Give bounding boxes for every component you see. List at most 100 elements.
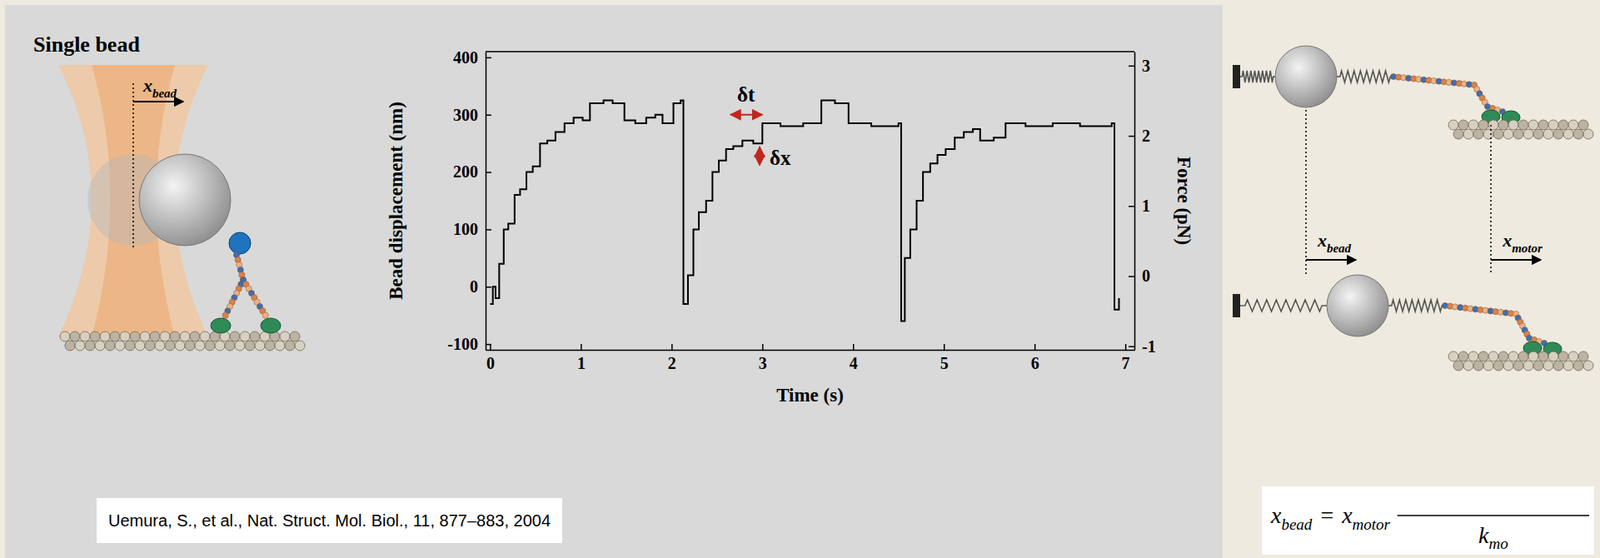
tick-mark (1128, 135, 1135, 138)
reference-line (1305, 109, 1307, 275)
tubulin (284, 340, 295, 351)
annotation: δx (759, 146, 792, 170)
annotation: δt (730, 83, 763, 115)
label-sub: bead (152, 86, 178, 100)
tubulin (1508, 119, 1519, 130)
spring (1240, 70, 1276, 83)
tick-mark (852, 343, 855, 350)
equation-subscript: motor (1352, 515, 1391, 534)
tubulin (234, 340, 245, 351)
displacement-arrow (1305, 259, 1356, 261)
tubulin (1563, 360, 1574, 371)
tubulin (264, 340, 275, 351)
label-sub: motor (1511, 241, 1543, 255)
tick: 1 (1128, 196, 1151, 215)
tubulin (1538, 351, 1549, 362)
tubulin (1458, 119, 1469, 130)
tubulin (99, 331, 110, 342)
tubulin (114, 340, 125, 351)
tick-label: 3 (758, 353, 768, 373)
tubulin (1578, 119, 1589, 130)
tubulin (239, 331, 250, 342)
tick-label: 1 (1141, 196, 1151, 215)
tubulin (224, 340, 235, 351)
tubulin (1513, 129, 1524, 140)
tick-label: 1 (577, 353, 586, 373)
tubulin (1503, 129, 1514, 140)
tick: 1 (577, 343, 586, 373)
tick: 7 (1121, 343, 1131, 373)
y2-axis-title: Force (pN) (1173, 156, 1195, 245)
tubulin (1508, 351, 1519, 362)
bead (1326, 274, 1389, 337)
equation-subscript: mo (1488, 534, 1508, 553)
tubulin (59, 331, 70, 342)
label-main: x (142, 74, 153, 96)
tubulin (1558, 351, 1569, 362)
plot-marks (489, 100, 1119, 322)
tick-label: 0 (469, 277, 479, 296)
tubulin (174, 340, 185, 351)
spring (1336, 70, 1394, 83)
tick-label: 5 (940, 353, 949, 373)
tubulin (1523, 129, 1534, 140)
tick: 6 (1031, 343, 1040, 373)
tubulin (1473, 129, 1484, 140)
tubulin (159, 331, 170, 342)
tick: 2 (1128, 126, 1151, 145)
annotation-arrow (758, 146, 761, 165)
tubulin (1578, 351, 1589, 362)
axis-line (485, 52, 488, 351)
microtubule (59, 331, 305, 351)
tubulin (134, 340, 145, 351)
tick-label: 4 (849, 353, 858, 373)
tubulin (124, 340, 135, 351)
tubulin (74, 340, 85, 351)
tick-label: 7 (1121, 353, 1131, 373)
equation-symbol: k (1478, 522, 1490, 549)
equation-denominator: kmo (1478, 522, 1509, 553)
tubulin (244, 340, 255, 351)
bead (139, 154, 231, 246)
tubulin (1563, 129, 1574, 140)
tubulin (89, 331, 100, 342)
tubulin (1503, 360, 1514, 371)
attachment (229, 232, 251, 255)
tubulin (139, 331, 150, 342)
tick-mark (943, 343, 946, 350)
tubulin (1483, 360, 1494, 371)
tubulin (1528, 351, 1539, 362)
trace-line (489, 100, 1119, 322)
tick: 4 (849, 343, 858, 373)
tick: 100 (453, 219, 492, 239)
chart: -1000100200300400-1012301234567Bead disp… (385, 48, 1195, 406)
bead (1275, 45, 1337, 108)
tubulin (1528, 119, 1539, 130)
tick-label: 300 (453, 105, 479, 125)
tick-label: 0 (486, 353, 495, 373)
tubulin (1488, 119, 1499, 130)
tick: -1 (1128, 337, 1157, 356)
tubulin (1583, 360, 1594, 371)
tubulin (1568, 119, 1579, 130)
tubulin (1518, 351, 1529, 362)
tubulin (1498, 351, 1509, 362)
tick: 400 (453, 48, 492, 67)
motor-head (210, 318, 231, 334)
bead-displacement-label: xbead (1316, 229, 1352, 255)
tubulin (294, 340, 305, 351)
tubulin (109, 331, 120, 342)
tubulin (94, 340, 105, 351)
figure: -1000100200300400-1012301234567Bead disp… (0, 0, 1600, 558)
tick: 200 (453, 162, 492, 181)
fraction-line (1397, 514, 1590, 517)
tubulin (1478, 351, 1489, 362)
tick-label: 100 (453, 219, 479, 239)
tick: -100 (447, 334, 492, 354)
tubulin (64, 340, 75, 351)
coiled-coil (222, 312, 229, 319)
y2-axis: -10123 (1128, 52, 1157, 356)
axis-line (1134, 52, 1137, 351)
tubulin (149, 331, 160, 342)
tubulin (1583, 129, 1594, 140)
